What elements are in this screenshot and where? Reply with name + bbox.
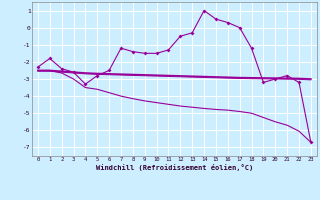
X-axis label: Windchill (Refroidissement éolien,°C): Windchill (Refroidissement éolien,°C) bbox=[96, 164, 253, 171]
